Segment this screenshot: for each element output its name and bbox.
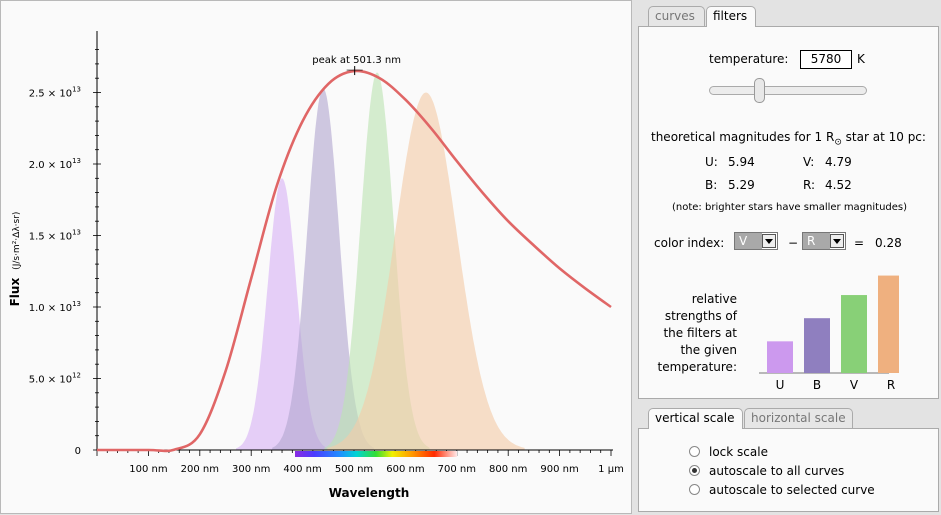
x-tick-label: 800 nm — [489, 464, 527, 475]
y-axis-title: Flux — [8, 278, 22, 307]
color-index-minus: − — [788, 236, 799, 250]
tab-horizontal-scale[interactable]: horizontal scale — [744, 408, 853, 428]
x-tick-label: 200 nm — [181, 464, 219, 475]
strength-bar-label: U — [776, 378, 785, 392]
color-index-equals: = — [854, 236, 865, 250]
plot-panel[interactable]: 0 5.0 × 1012 1.0 × 1013 1.5 × 1013 2.0 × 101… — [0, 0, 632, 514]
y-tick-label: 5.0 × 1012 — [29, 372, 81, 386]
autoscale-all-label: autoscale to all curves — [709, 464, 845, 478]
strength-bar-label: B — [813, 378, 821, 392]
filter-band-r — [327, 92, 525, 450]
color-index-label: color index: — [654, 236, 725, 250]
strength-bar-label: V — [850, 378, 859, 392]
strengths-label: relative strengths of the filters at the… — [657, 292, 737, 374]
x-tick-label: 500 nm — [335, 464, 373, 475]
y-tick-label: 1.0 × 1013 — [29, 300, 81, 314]
u-mag-value: 5.94 — [728, 155, 755, 169]
x-tick-label: 400 nm — [283, 464, 321, 475]
x-tick-label: 1 µm — [598, 464, 624, 475]
strength-bar-v — [841, 295, 867, 373]
magnitudes-heading: theoretical magnitudes for 1 R⊙ star at … — [651, 130, 926, 148]
magnitude-note: (note: brighter stars have smaller magni… — [672, 202, 908, 213]
lock-scale-radio[interactable] — [689, 446, 700, 457]
peak-marker: peak at 501.3 nm — [312, 55, 401, 76]
filter-curves — [236, 72, 525, 451]
temperature-slider-thumb[interactable] — [754, 78, 766, 103]
color-index-second-value: R — [803, 233, 830, 249]
chevron-down-icon[interactable] — [762, 234, 776, 248]
v-mag-label: V: — [803, 155, 815, 169]
strength-bar-b — [804, 318, 830, 373]
spectrum-plot[interactable]: 0 5.0 × 1012 1.0 × 1013 1.5 × 1013 2.0 × 101… — [1, 1, 633, 515]
autoscale-selected-label: autoscale to selected curve — [709, 483, 875, 497]
r-mag-label: R: — [803, 178, 816, 192]
temperature-input[interactable]: 5780 — [800, 50, 852, 69]
color-index-value: 0.28 — [875, 236, 902, 250]
peak-label: peak at 501.3 nm — [312, 55, 401, 66]
blackbody-curve[interactable] — [97, 69, 612, 453]
x-tick-label: 700 nm — [438, 464, 476, 475]
autoscale-selected-radio[interactable] — [689, 484, 700, 495]
u-mag-label: U: — [705, 155, 718, 169]
y-tick-label: 0 — [75, 446, 81, 457]
x-tick-label: 600 nm — [386, 464, 424, 475]
filters-panel: temperature: 5780 K theoretical magnitud… — [638, 26, 939, 399]
chevron-down-icon[interactable] — [830, 234, 844, 248]
blackbody-curve-layer — [97, 69, 612, 453]
y-axis-label: Flux (J/s·m²·Δλ·sr) — [8, 212, 22, 307]
y-tick-label: 1.5 × 1013 — [29, 229, 81, 243]
b-mag-value: 5.29 — [728, 178, 755, 192]
tab-filters[interactable]: filters — [706, 6, 756, 27]
vertical-scale-panel: lock scale autoscale to all curves autos… — [638, 428, 939, 512]
strength-bar-r — [878, 275, 899, 373]
temperature-slider-track[interactable] — [709, 86, 867, 95]
bottom-tabbar: vertical scale horizontal scale — [648, 408, 938, 429]
x-tick-label: 900 nm — [540, 464, 578, 475]
r-mag-value: 4.52 — [825, 178, 852, 192]
x-tick-label: 100 nm — [129, 464, 167, 475]
color-index-first-value: V — [735, 233, 762, 249]
v-mag-value: 4.79 — [825, 155, 852, 169]
temperature-unit: K — [857, 52, 865, 66]
autoscale-all-radio[interactable] — [689, 465, 700, 476]
temperature-label: temperature: — [709, 52, 789, 66]
color-index-first-select[interactable]: V — [734, 232, 778, 250]
axes — [93, 31, 613, 456]
tab-curves[interactable]: curves — [648, 6, 705, 26]
filter-band-b — [272, 88, 375, 451]
color-index-second-select[interactable]: R — [802, 232, 846, 250]
strength-bar-u — [767, 341, 793, 373]
y-axis-unit: (J/s·m²·Δλ·sr) — [12, 212, 22, 270]
b-mag-label: B: — [705, 178, 718, 192]
y-tick-label: 2.0 × 1013 — [29, 157, 81, 171]
tab-vertical-scale[interactable]: vertical scale — [648, 408, 743, 429]
top-tabbar: curves filters — [648, 6, 938, 27]
lock-scale-label: lock scale — [709, 445, 768, 459]
x-axis-title: Wavelength — [329, 486, 410, 500]
x-tick-label: 300 nm — [232, 464, 270, 475]
y-tick-label: 2.5 × 1013 — [29, 86, 81, 100]
strength-bar-label: R — [887, 378, 895, 392]
visible-spectrum-bar — [295, 451, 457, 457]
